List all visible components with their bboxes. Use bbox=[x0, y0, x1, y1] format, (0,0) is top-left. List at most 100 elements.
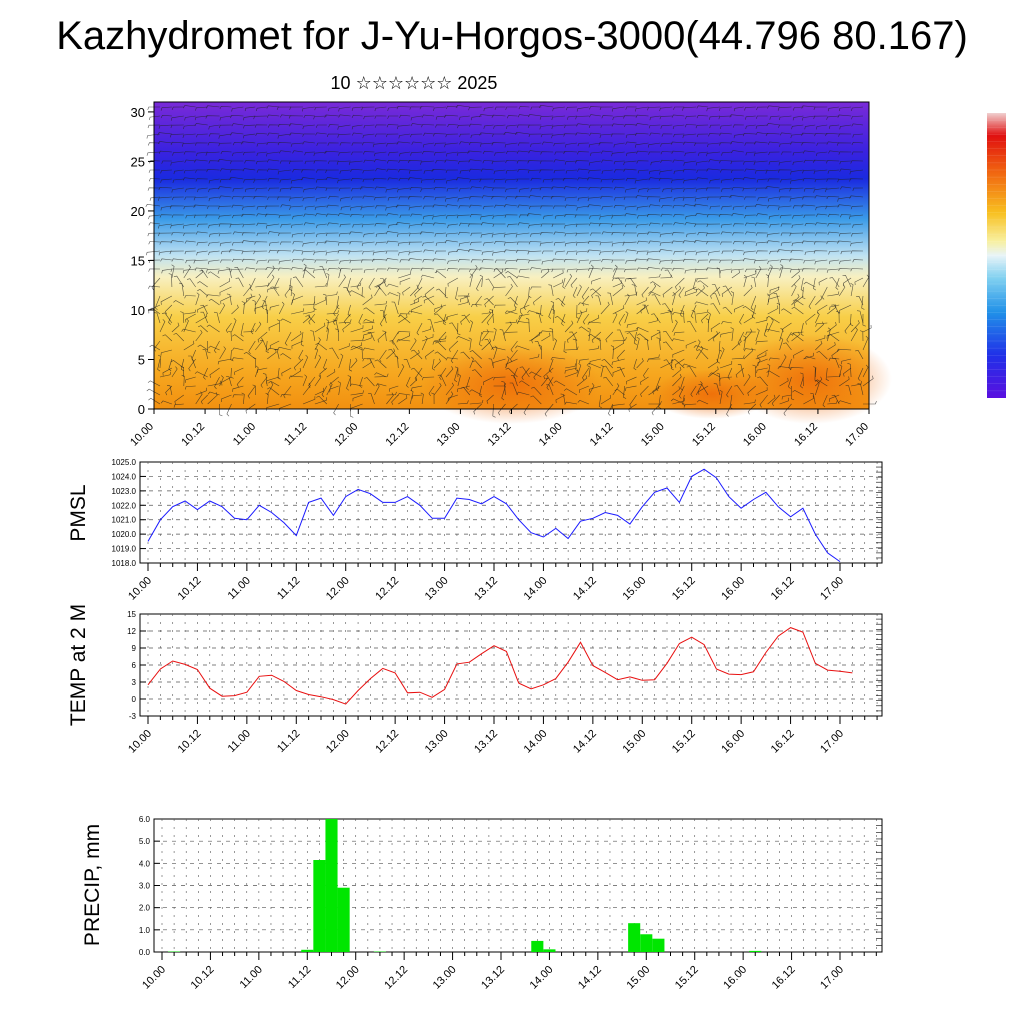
wind-barb bbox=[540, 330, 554, 334]
wind-barb bbox=[356, 277, 363, 290]
wind-barb bbox=[147, 232, 161, 237]
wind-barb bbox=[766, 316, 780, 324]
wind-barb bbox=[184, 159, 196, 163]
wind-barb bbox=[303, 187, 315, 193]
wind-barb bbox=[694, 268, 709, 273]
wind-barb bbox=[298, 349, 304, 361]
wind-barb bbox=[397, 393, 411, 397]
wind-barb bbox=[551, 268, 566, 273]
wind-barb bbox=[363, 115, 375, 120]
wind-barb bbox=[374, 383, 380, 396]
x-tick-label: 13.12 bbox=[486, 421, 514, 449]
wind-barb bbox=[445, 133, 458, 138]
wind-barb bbox=[755, 169, 768, 174]
wind-barb bbox=[510, 349, 518, 362]
wind-barb bbox=[695, 250, 709, 256]
wind-barb bbox=[691, 310, 697, 324]
wind-barb bbox=[612, 312, 618, 324]
wind-barb bbox=[564, 320, 574, 333]
wind-barb bbox=[200, 311, 208, 324]
wind-barb bbox=[551, 115, 566, 121]
wind-barb bbox=[530, 286, 542, 290]
wind-barb bbox=[314, 259, 327, 263]
wind-barb bbox=[232, 142, 244, 146]
wind-barb bbox=[290, 223, 304, 229]
wind-barb bbox=[591, 331, 602, 344]
precip-bar bbox=[543, 949, 556, 952]
wind-barb bbox=[813, 187, 828, 193]
wind-barb bbox=[410, 267, 423, 272]
wind-barb bbox=[634, 132, 649, 137]
x-tick-label: 10.00 bbox=[126, 575, 154, 603]
wind-barb bbox=[696, 349, 709, 360]
wind-barb bbox=[218, 232, 232, 237]
wind-barb bbox=[599, 250, 613, 256]
wind-barb bbox=[220, 168, 232, 172]
wind-barb bbox=[757, 376, 768, 387]
wind-barb bbox=[525, 317, 530, 333]
wind-barb bbox=[162, 367, 173, 376]
wind-barb bbox=[243, 351, 256, 360]
wind-barb bbox=[314, 347, 319, 360]
series-line bbox=[147, 627, 853, 705]
wind-barb bbox=[147, 124, 161, 129]
wind-barb bbox=[168, 358, 173, 372]
wind-barb bbox=[755, 340, 768, 345]
wind-barb bbox=[362, 214, 375, 218]
wind-barb bbox=[673, 169, 685, 175]
wind-barb bbox=[408, 223, 423, 229]
wind-barb bbox=[588, 142, 601, 148]
wind-barb bbox=[269, 241, 280, 246]
wind-barb bbox=[158, 186, 172, 191]
wind-barb bbox=[394, 355, 399, 369]
wind-barb bbox=[683, 403, 697, 408]
wind-barb bbox=[578, 302, 589, 306]
wind-barb bbox=[825, 132, 840, 137]
wind-barb bbox=[340, 196, 351, 202]
wind-barb bbox=[214, 376, 220, 390]
wind-barb bbox=[205, 105, 220, 109]
wind-barb bbox=[599, 214, 613, 220]
wind-barb bbox=[427, 319, 435, 333]
wind-barb bbox=[519, 214, 530, 218]
wind-barb bbox=[695, 212, 709, 217]
wind-barb bbox=[486, 394, 494, 404]
wind-barb bbox=[776, 302, 780, 314]
wind-barb bbox=[386, 283, 399, 288]
wind-barb bbox=[349, 231, 363, 235]
y-tick-label: 1025.0 bbox=[112, 458, 137, 467]
wind-barb bbox=[816, 350, 828, 360]
wind-barb bbox=[160, 400, 172, 405]
wind-barb bbox=[267, 286, 280, 293]
wind-barb bbox=[778, 205, 792, 211]
wind-barb bbox=[481, 259, 494, 263]
x-tick-label: 13.00 bbox=[431, 964, 459, 992]
wind-barb bbox=[159, 319, 166, 333]
y-tick-label: 1024.0 bbox=[112, 472, 137, 481]
wind-barb bbox=[851, 115, 864, 120]
wind-barb bbox=[555, 250, 566, 255]
wind-barb bbox=[292, 241, 304, 245]
wind-barb bbox=[540, 232, 554, 236]
wind-barb bbox=[454, 366, 459, 377]
wind-barb bbox=[576, 375, 588, 387]
wind-barb bbox=[637, 214, 649, 219]
wind-barb bbox=[208, 196, 220, 202]
wind-barb bbox=[455, 286, 459, 301]
x-tick-label: 15.00 bbox=[639, 421, 667, 449]
wind-barb bbox=[779, 142, 792, 147]
wind-barb bbox=[814, 259, 828, 265]
wind-barb bbox=[734, 304, 744, 313]
wind-barb bbox=[446, 178, 458, 184]
wind-barb bbox=[302, 133, 315, 137]
wind-barb bbox=[339, 259, 351, 265]
wind-barb bbox=[411, 385, 423, 391]
y-tick-label: 10 bbox=[131, 303, 145, 318]
wind-barb bbox=[647, 142, 661, 148]
colorbar-fill bbox=[987, 113, 1006, 398]
wind-barb bbox=[468, 223, 482, 227]
wind-barb bbox=[396, 106, 411, 110]
wind-barb bbox=[564, 160, 578, 165]
wind-barb bbox=[721, 286, 733, 297]
wind-barb bbox=[838, 133, 852, 137]
